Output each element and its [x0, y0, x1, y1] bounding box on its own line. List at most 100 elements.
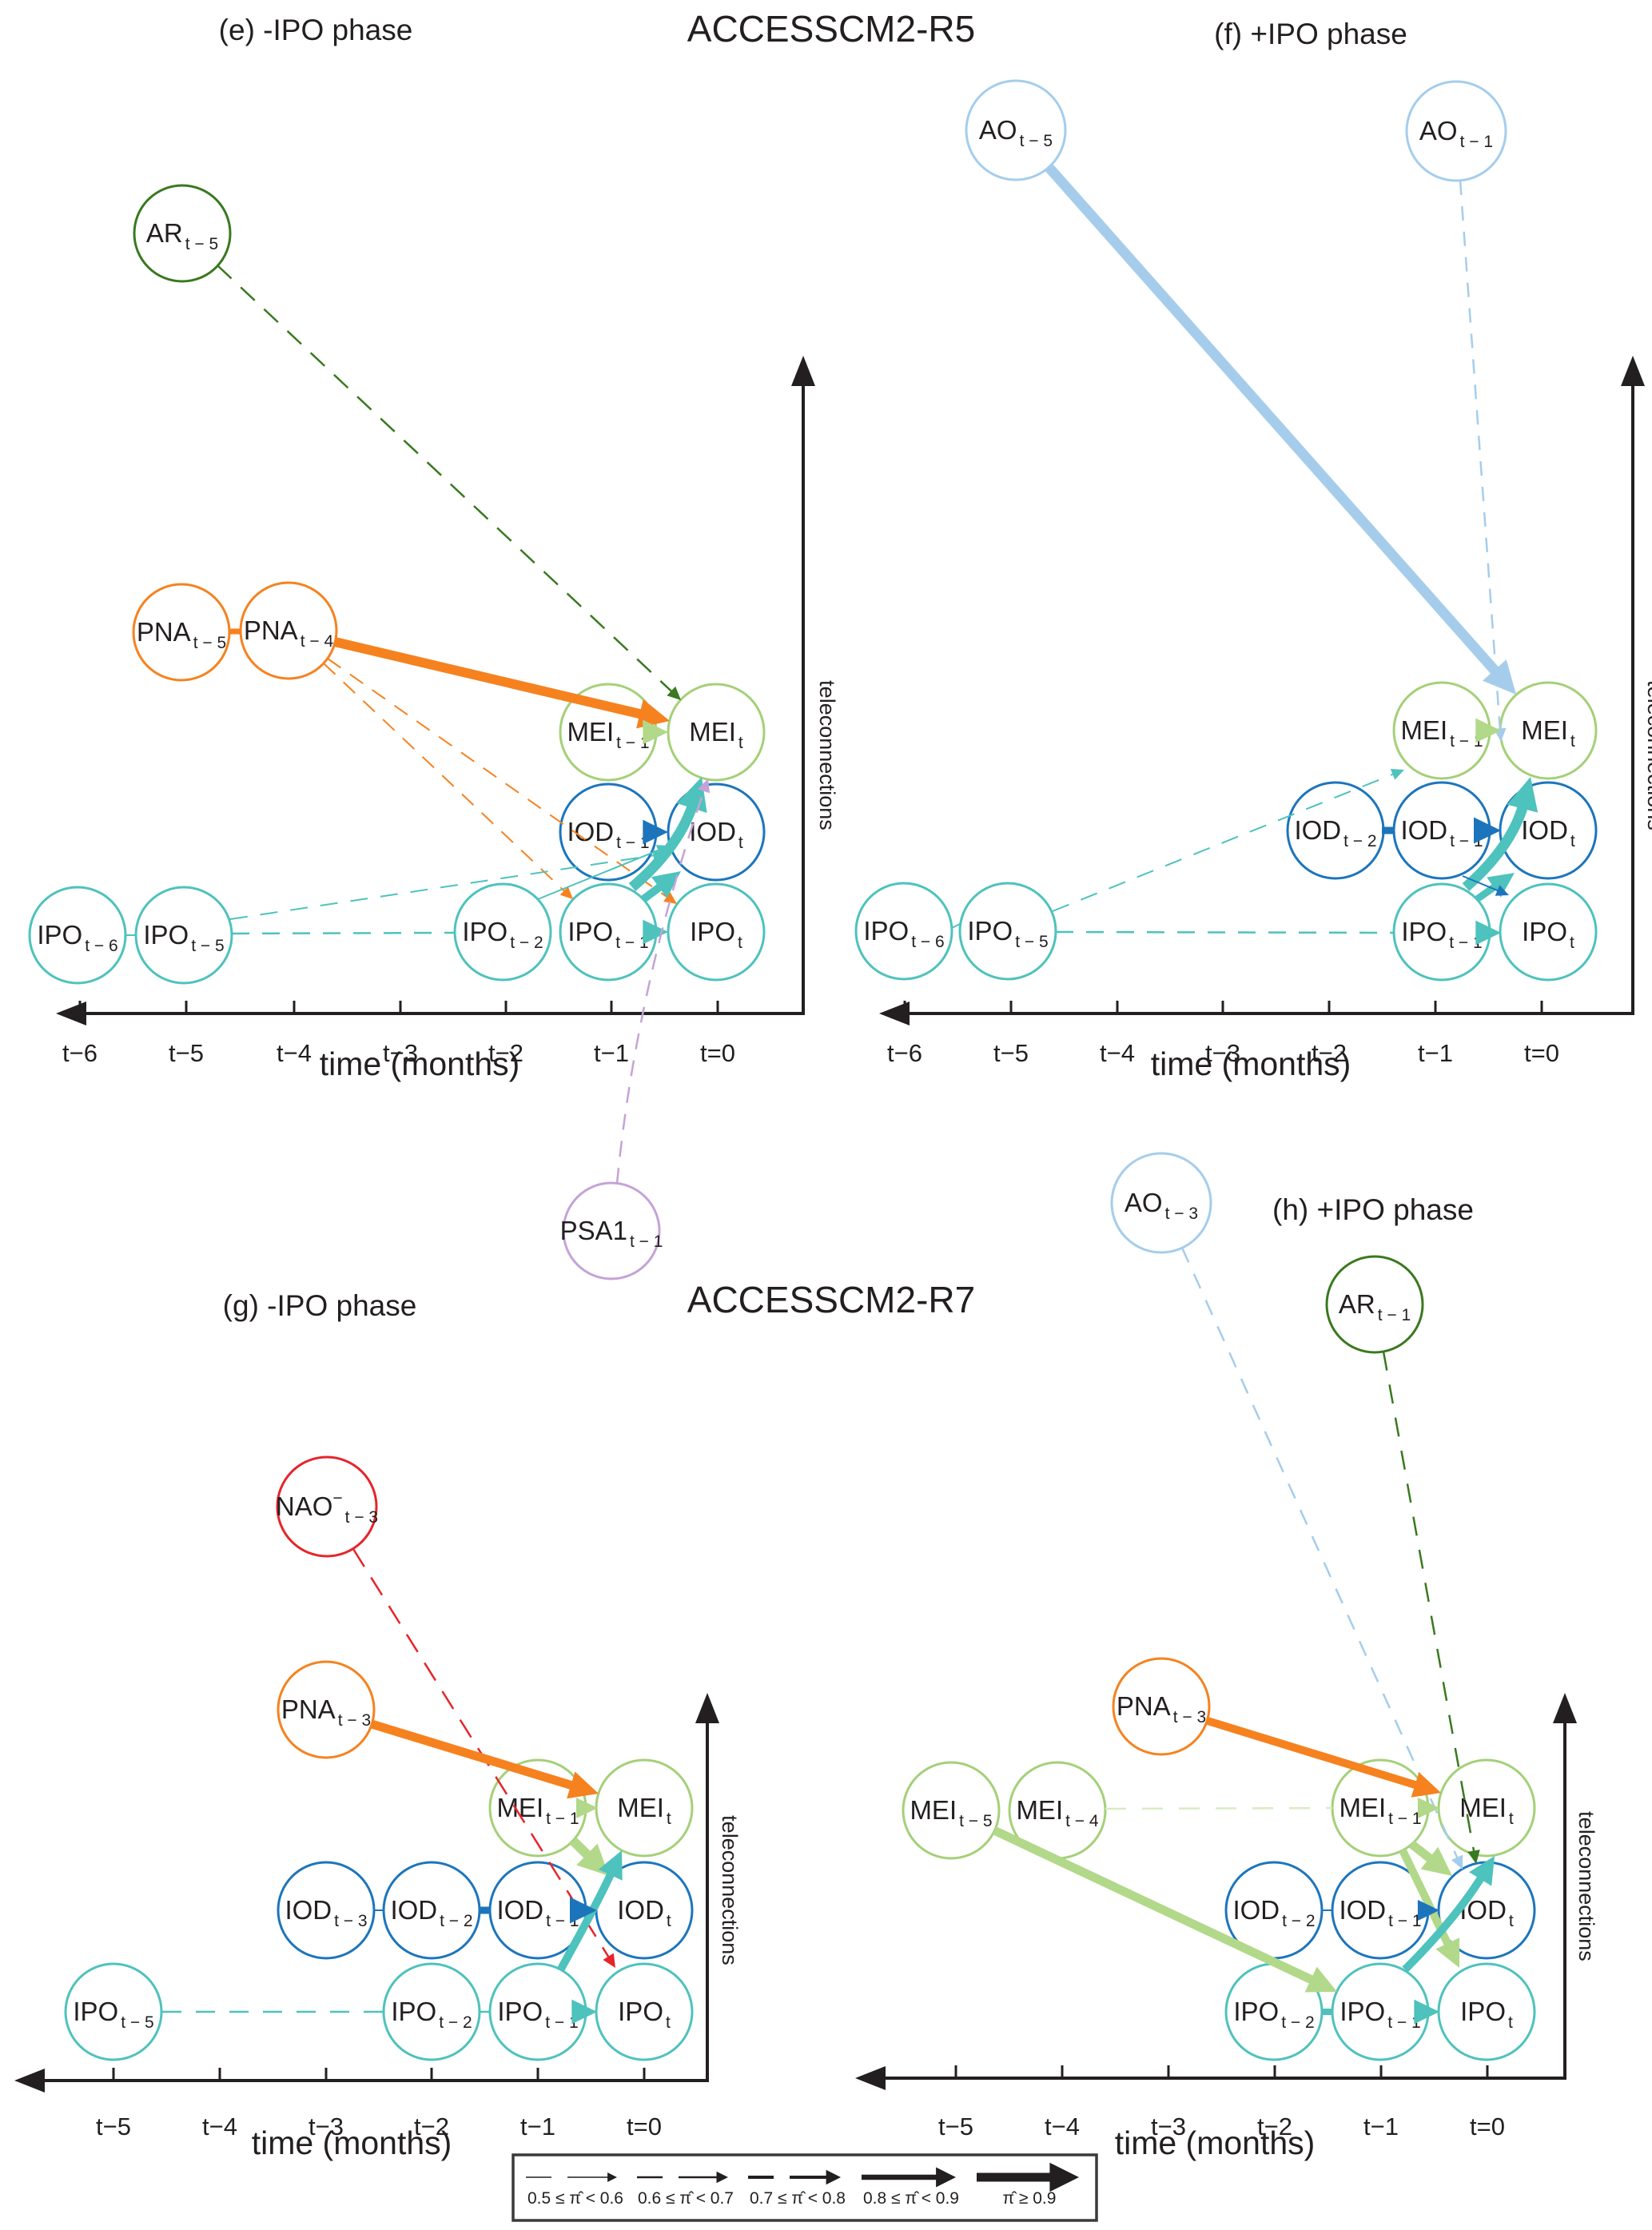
edge-e-8	[628, 800, 699, 891]
edge-e-14-arrowhead-icon	[698, 779, 711, 794]
edge-e-12	[231, 931, 456, 935]
tick-label: t−6	[887, 1039, 922, 1067]
node-h-IOD_t-1: IOD t − 1	[1331, 1861, 1430, 1960]
node-label: MEI t − 1	[1339, 1793, 1421, 1828]
edge-e-10	[537, 848, 661, 900]
edge-f-7	[1462, 875, 1500, 893]
tick-label: t=0	[1470, 2113, 1505, 2140]
tick-label: t−1	[520, 2113, 555, 2140]
axis-up-arrow-icon	[1621, 356, 1645, 386]
tick-label: t−2	[488, 1039, 523, 1067]
node-label: IPO t − 5	[143, 920, 224, 955]
edge-g-1-arrowhead-icon	[567, 1771, 599, 1799]
node-label: MEI t	[689, 717, 743, 752]
legend-label-1: 0.6 ≤ π̂ < 0.7	[638, 2189, 734, 2208]
edge-f-2-arrowhead-icon	[1475, 718, 1501, 743]
node-f-IPO_t-1: IPO t − 1	[1392, 882, 1491, 982]
edge-h-4	[992, 1826, 1319, 1986]
edge-e-0	[217, 265, 675, 694]
edge-e-4-arrowhead-icon	[663, 892, 677, 904]
tick-label: t−2	[414, 2113, 449, 2140]
node-e-IPO_t-5: IPO t − 5	[134, 886, 233, 985]
tick-label: t−1	[1418, 1039, 1453, 1067]
node-label: IPO t − 2	[391, 1997, 472, 2032]
tick-label: t−4	[277, 1039, 312, 1067]
node-h-IPO_t-2: IPO t − 2	[1224, 1962, 1324, 2061]
tick-label: t−6	[62, 1039, 98, 1067]
legend-arrowhead-icon	[716, 2171, 728, 2184]
edge-h-10-arrowhead-icon	[1469, 1856, 1495, 1886]
node-label: MEI t − 1	[567, 717, 649, 752]
edge-e-2	[333, 637, 647, 720]
edge-h-4-arrowhead-icon	[1304, 1966, 1337, 1993]
axis-up-arrow-icon	[695, 1693, 719, 1723]
edge-f-8-arrowhead-icon	[1475, 920, 1501, 946]
node-label: IOD t − 2	[1232, 1895, 1315, 1930]
edge-g-4-arrowhead-icon	[598, 1850, 623, 1881]
node-e-AR_t-5: AR t − 5	[133, 184, 232, 283]
time-axis-3: t−5 t−4 t−3 t−2 t−1 t=0 time (months) teleconne…	[855, 1693, 1598, 2161]
edge-h-9-arrowhead-icon	[1417, 1899, 1439, 1921]
edge-f-4-arrowhead-icon	[1474, 817, 1501, 844]
node-g-IPO_t-2: IPO t − 2	[382, 1962, 481, 2061]
panel-e-edges	[125, 265, 711, 1185]
tick-label: t=0	[627, 2113, 662, 2140]
edge-f-7-arrowhead-icon	[1495, 885, 1509, 896]
legend-arrowhead-icon	[607, 2172, 617, 2182]
node-label: IPO t	[690, 917, 742, 952]
node-g-IPO_t: IPO t	[595, 1962, 694, 2061]
tick-label: t=0	[1524, 1039, 1559, 1067]
node-label: PNA t − 4	[244, 615, 334, 651]
node-label: IPO t	[1460, 1997, 1513, 2032]
edge-e-11-arrowhead-icon	[652, 850, 666, 862]
node-f-MEI_t-1: MEI t − 1	[1392, 681, 1491, 780]
title-1: ACCESSCM2-R5	[687, 8, 975, 50]
node-f-MEI_t: MEI t	[1499, 681, 1598, 780]
node-g-IOD_t-3: IOD t − 3	[277, 1861, 376, 1960]
node-f-IPO_t-6: IPO t − 6	[854, 882, 953, 981]
tick-label: t−4	[202, 2113, 237, 2140]
tick-label: t−3	[1151, 2113, 1186, 2140]
edge-h-1	[1382, 1351, 1475, 1854]
edge-e-3	[323, 663, 567, 894]
node-f-AO_t-5: AO t − 5	[965, 79, 1067, 181]
edge-g-0-arrowhead-icon	[603, 1953, 615, 1968]
edge-f-11-arrowhead-icon	[1390, 769, 1404, 780]
title-0: (e) -IPO phase	[219, 14, 413, 46]
node-g-IOD_t: IOD t	[595, 1861, 694, 1960]
tick-label: t−3	[309, 2113, 344, 2140]
title-5: (h) +IPO phase	[1272, 1193, 1474, 1226]
axis-left-arrow-icon	[14, 2069, 45, 2093]
axis-left-arrow-icon	[879, 1002, 910, 1025]
edge-h-1-arrowhead-icon	[1467, 1850, 1480, 1864]
node-e-PNA_t-4: PNA t − 4	[239, 581, 338, 680]
node-e-MEI_t: MEI t	[667, 683, 766, 782]
node-h-IOD_t-2: IOD t − 2	[1224, 1861, 1324, 1960]
y-axis-label: teleconnections	[1643, 680, 1652, 830]
node-g-PNA_t-3: PNA t − 3	[277, 1660, 376, 1759]
edge-h-0	[1180, 1247, 1459, 1861]
node-label: IPO t − 6	[863, 916, 944, 951]
time-axis-0: t−6 t−5 t−4 t−3 t−2 t−1 t=0 time (months) teleco…	[56, 356, 839, 1082]
edge-g-2-arrowhead-icon	[575, 1797, 598, 1819]
title-2: (f) +IPO phase	[1214, 18, 1407, 50]
node-label: IPO t	[618, 1997, 671, 2032]
node-f-IPO_t: IPO t	[1499, 882, 1598, 982]
node-label: AO t − 3	[1125, 1188, 1198, 1223]
node-label: IOD t − 2	[390, 1895, 472, 1930]
edge-f-0	[1045, 163, 1503, 679]
node-label: IOD t	[617, 1895, 671, 1930]
node-h-AO_t-3: AO t − 3	[1110, 1152, 1212, 1254]
edge-e-9-arrowhead-icon	[651, 871, 681, 898]
edge-g-9-arrowhead-icon	[571, 1999, 597, 2025]
panel-g-edges	[162, 1548, 623, 2025]
tick-label: t−3	[1205, 1039, 1240, 1067]
node-label: IPO t − 2	[462, 917, 543, 952]
arrow-weight-legend: 0.5 ≤ π̂ < 0.6 0.6 ≤ π̂ < 0.7 0.7 ≤ π̂ < 0…	[512, 2153, 1098, 2222]
edge-f-10	[951, 923, 961, 929]
edge-e-4	[327, 658, 670, 899]
edge-f-5	[1462, 800, 1530, 891]
edge-f-0-arrowhead-icon	[1482, 659, 1516, 695]
node-g-IOD_t-1: IOD t − 1	[488, 1861, 587, 1960]
